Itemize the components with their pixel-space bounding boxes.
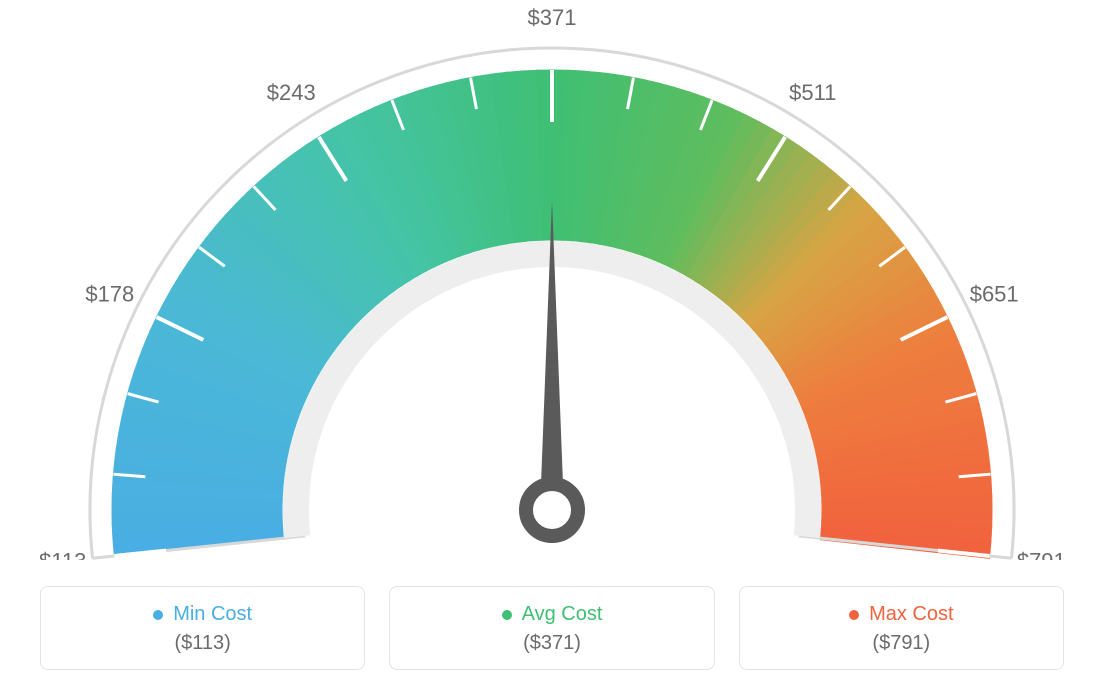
legend-card-max: Max Cost ($791) [739, 586, 1064, 670]
legend-dot-avg [502, 610, 512, 620]
gauge-tick-label: $371 [528, 5, 577, 30]
legend-title-text-avg: Avg Cost [522, 603, 603, 626]
cost-gauge-container: { "gauge": { "type": "gauge", "cx": 552,… [0, 0, 1104, 690]
legend-value-min: ($113) [51, 632, 354, 655]
legend-title-avg: Avg Cost [502, 603, 603, 626]
gauge-tick-label: $243 [267, 80, 316, 105]
gauge-svg: $113 $178 $243 $371 $511 $651 $791 [0, 0, 1104, 560]
gauge-tick-label: $651 [970, 281, 1019, 306]
gauge-area: $113 $178 $243 $371 $511 $651 $791 [0, 0, 1104, 560]
gauge-tick-label: $113 [39, 548, 86, 560]
gauge-tick-label: $178 [85, 281, 134, 306]
legend-title-max: Max Cost [849, 603, 953, 626]
gauge-needle-hub [526, 484, 578, 536]
legend-row: Min Cost ($113) Avg Cost ($371) Max Cost ($79… [40, 586, 1064, 670]
gauge-tick-label: $511 [789, 80, 836, 105]
legend-dot-max [849, 610, 859, 620]
legend-value-avg: ($371) [400, 632, 703, 655]
legend-title-min: Min Cost [153, 603, 252, 626]
legend-title-text-min: Min Cost [173, 603, 252, 626]
gauge-tick-label: $791 [1017, 548, 1066, 560]
legend-card-min: Min Cost ($113) [40, 586, 365, 670]
legend-dot-min [153, 610, 163, 620]
legend-card-avg: Avg Cost ($371) [389, 586, 714, 670]
legend-title-text-max: Max Cost [869, 603, 953, 626]
legend-value-max: ($791) [750, 632, 1053, 655]
